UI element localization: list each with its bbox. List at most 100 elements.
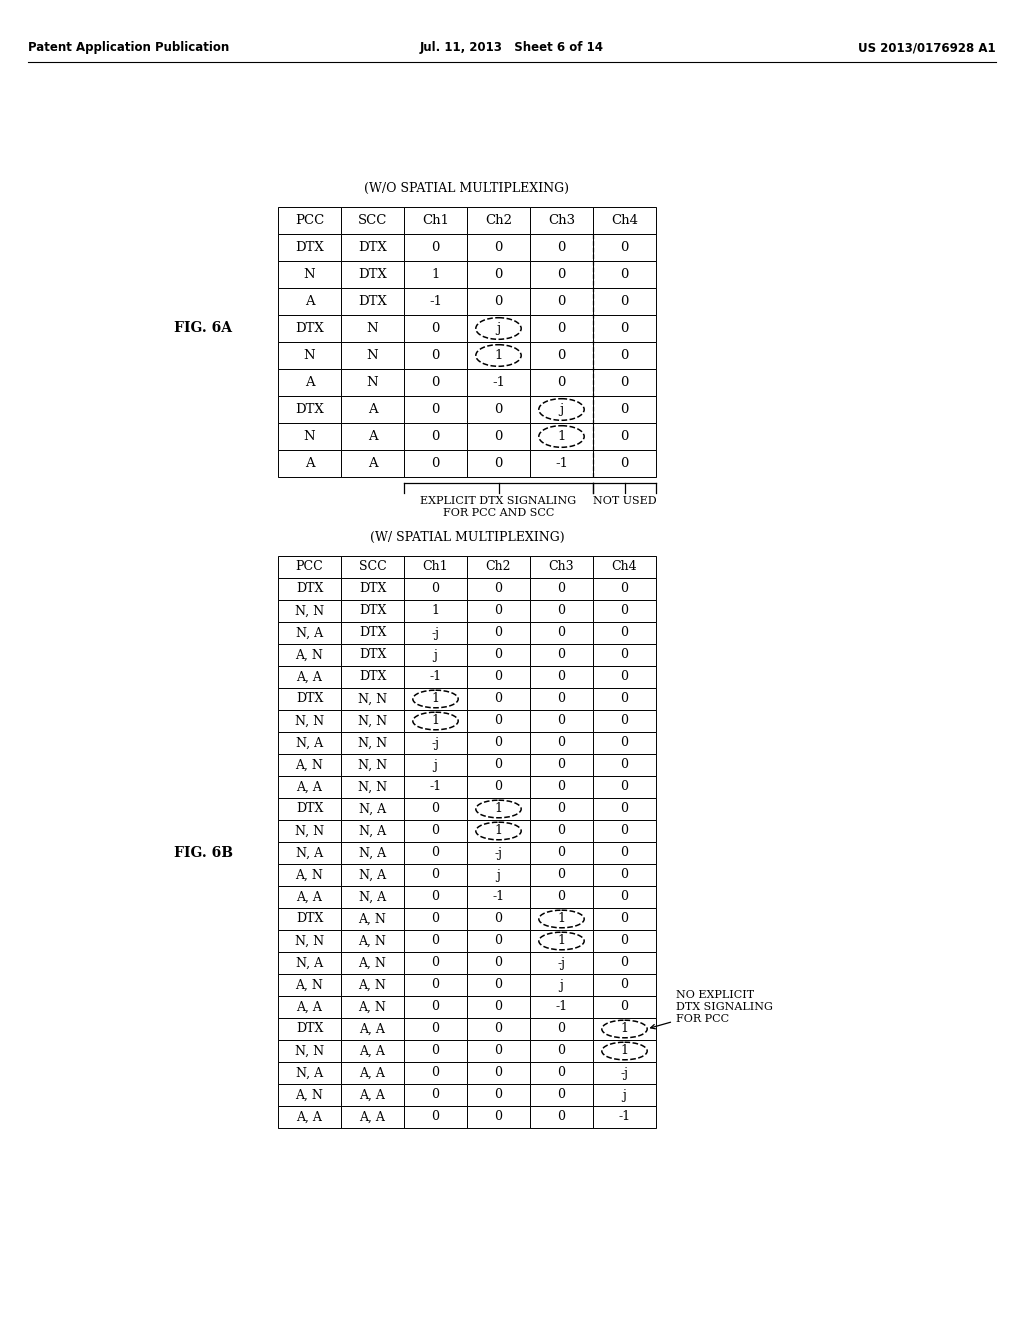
Bar [593,207,656,234]
Text: Ch4: Ch4 [611,561,637,573]
Text: SCC: SCC [358,561,386,573]
Text: DTX: DTX [358,582,386,595]
Text: Ch3: Ch3 [548,214,575,227]
Bar [341,1084,404,1106]
Text: 0: 0 [557,648,565,661]
Text: 0: 0 [557,693,565,705]
Bar [278,886,341,908]
Bar [530,315,593,342]
Text: 0: 0 [557,1110,565,1123]
Bar [593,776,656,799]
Bar [278,1063,341,1084]
Text: 0: 0 [495,759,503,771]
Bar [404,1018,467,1040]
Bar [593,754,656,776]
Bar [404,1084,467,1106]
Text: 0: 0 [431,1110,439,1123]
Bar [467,842,530,865]
Bar [467,667,530,688]
Text: A: A [305,457,314,470]
Bar [593,997,656,1018]
Text: Ch1: Ch1 [422,214,449,227]
Bar [530,422,593,450]
Bar [341,556,404,578]
Bar [404,754,467,776]
Text: 0: 0 [495,648,503,661]
Bar [593,710,656,733]
Text: 0: 0 [621,912,629,925]
Text: j: j [433,648,437,661]
Bar [341,261,404,288]
Text: j: j [623,1089,627,1101]
Text: DTX: DTX [358,671,386,684]
Text: N, N: N, N [358,780,387,793]
Bar [467,342,530,370]
Text: 0: 0 [621,671,629,684]
Bar [278,865,341,886]
Text: 0: 0 [557,322,565,335]
Text: 0: 0 [621,869,629,882]
Bar [593,733,656,754]
Bar [593,622,656,644]
Text: Patent Application Publication: Patent Application Publication [28,41,229,54]
Bar [278,370,341,396]
Text: 0: 0 [495,457,503,470]
Bar [341,450,404,477]
Text: 0: 0 [495,978,503,991]
Text: 0: 0 [621,322,629,335]
Text: 0: 0 [621,693,629,705]
Bar [530,644,593,667]
Text: Ch2: Ch2 [485,214,512,227]
Bar [530,776,593,799]
Bar [530,1084,593,1106]
Bar [467,1018,530,1040]
Bar [341,799,404,820]
Text: N: N [367,322,378,335]
Bar [593,315,656,342]
Bar [593,974,656,997]
Bar [467,422,530,450]
Text: 0: 0 [431,825,439,837]
Text: NO EXPLICIT
DTX SIGNALING
FOR PCC: NO EXPLICIT DTX SIGNALING FOR PCC [650,990,773,1028]
Bar [404,1040,467,1063]
Text: 0: 0 [557,348,565,362]
Bar [530,974,593,997]
Text: NOT USED: NOT USED [593,496,656,506]
Text: N: N [304,268,315,281]
Text: 0: 0 [431,242,439,253]
Bar [341,908,404,931]
Bar [593,1084,656,1106]
Text: 0: 0 [431,891,439,903]
Text: 0: 0 [495,1089,503,1101]
Bar [341,1018,404,1040]
Text: 0: 0 [621,846,629,859]
Bar [593,370,656,396]
Bar [593,450,656,477]
Text: 0: 0 [431,912,439,925]
Bar [467,754,530,776]
Text: DTX: DTX [358,627,386,639]
Bar [530,1040,593,1063]
Bar [467,556,530,578]
Text: N: N [304,348,315,362]
Bar [278,261,341,288]
Text: 1: 1 [621,1044,629,1057]
Bar [593,601,656,622]
Text: DTX: DTX [295,322,324,335]
Text: 0: 0 [557,376,565,389]
Bar [341,622,404,644]
Text: DTX: DTX [296,1023,324,1035]
Bar [530,820,593,842]
Bar [278,450,341,477]
Bar [278,315,341,342]
Bar [278,799,341,820]
Text: DTX: DTX [295,242,324,253]
Bar [341,688,404,710]
Bar [404,865,467,886]
Bar [593,396,656,422]
Bar [530,556,593,578]
Bar [467,952,530,974]
Text: A, A: A, A [297,1001,323,1014]
Text: 1: 1 [431,693,439,705]
Text: 0: 0 [431,803,439,816]
